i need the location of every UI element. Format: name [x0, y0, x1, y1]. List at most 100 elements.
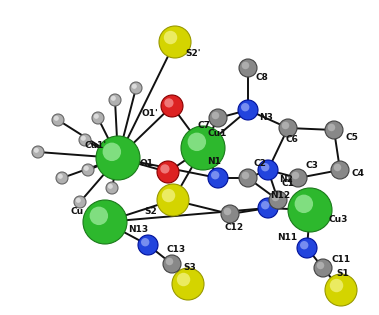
Text: N13: N13: [128, 225, 148, 233]
Text: S3: S3: [183, 264, 196, 272]
Circle shape: [84, 166, 89, 171]
Circle shape: [76, 198, 81, 203]
Circle shape: [83, 200, 127, 244]
Circle shape: [242, 172, 249, 179]
Circle shape: [209, 109, 227, 127]
Circle shape: [258, 160, 278, 180]
Circle shape: [300, 241, 309, 249]
Circle shape: [317, 262, 324, 269]
Text: O1': O1': [142, 110, 158, 118]
Text: Cu3: Cu3: [328, 215, 348, 225]
Circle shape: [279, 119, 297, 137]
Circle shape: [103, 143, 121, 161]
Circle shape: [330, 279, 343, 292]
Text: N2: N2: [279, 175, 293, 185]
Text: Cu: Cu: [70, 208, 83, 216]
Circle shape: [132, 84, 137, 89]
Circle shape: [161, 95, 183, 117]
Circle shape: [159, 26, 191, 58]
Circle shape: [54, 116, 59, 121]
Circle shape: [314, 259, 332, 277]
Text: N11: N11: [277, 233, 297, 243]
Circle shape: [52, 114, 64, 126]
Circle shape: [92, 112, 104, 124]
Circle shape: [172, 268, 204, 300]
Circle shape: [108, 184, 113, 189]
Text: S2': S2': [185, 49, 201, 59]
Circle shape: [162, 189, 175, 202]
Text: C8: C8: [255, 73, 268, 83]
Text: C1: C1: [282, 180, 294, 188]
Circle shape: [130, 82, 142, 94]
Circle shape: [224, 208, 231, 215]
Circle shape: [163, 255, 181, 273]
Circle shape: [239, 169, 257, 187]
Circle shape: [328, 124, 335, 131]
Circle shape: [212, 112, 219, 119]
Circle shape: [138, 235, 158, 255]
Circle shape: [106, 182, 118, 194]
Circle shape: [188, 133, 206, 151]
Circle shape: [292, 172, 299, 179]
Circle shape: [325, 274, 357, 306]
Text: C5: C5: [346, 134, 359, 142]
Text: C6: C6: [285, 135, 298, 145]
Circle shape: [269, 191, 287, 209]
Circle shape: [331, 161, 349, 179]
Circle shape: [239, 59, 257, 77]
Text: C13: C13: [166, 245, 186, 255]
Circle shape: [81, 136, 86, 141]
Circle shape: [32, 146, 44, 158]
Circle shape: [166, 258, 173, 265]
Text: C12: C12: [224, 224, 244, 232]
Circle shape: [141, 238, 149, 246]
Text: C7: C7: [197, 122, 210, 130]
Text: S1: S1: [337, 270, 349, 278]
Circle shape: [79, 134, 91, 146]
Text: Cu1': Cu1': [85, 141, 107, 151]
Circle shape: [94, 114, 99, 119]
Circle shape: [261, 163, 269, 171]
Circle shape: [289, 169, 307, 187]
Circle shape: [177, 273, 190, 286]
Circle shape: [208, 168, 228, 188]
Text: C4: C4: [351, 169, 365, 179]
Circle shape: [288, 188, 332, 232]
Circle shape: [242, 62, 249, 69]
Circle shape: [241, 103, 249, 112]
Text: C2: C2: [254, 159, 266, 169]
Circle shape: [164, 31, 177, 44]
Circle shape: [294, 195, 313, 213]
Circle shape: [58, 174, 63, 179]
Circle shape: [221, 205, 239, 223]
Text: N3: N3: [259, 113, 273, 123]
Text: O1: O1: [139, 159, 153, 169]
Circle shape: [96, 136, 140, 180]
Circle shape: [334, 164, 341, 171]
Circle shape: [261, 201, 269, 209]
Text: N1: N1: [207, 158, 221, 167]
Circle shape: [82, 164, 94, 176]
Circle shape: [56, 172, 68, 184]
Text: N12: N12: [270, 192, 290, 201]
Circle shape: [157, 161, 179, 183]
Text: C3: C3: [305, 162, 318, 170]
Circle shape: [325, 121, 343, 139]
Circle shape: [111, 96, 116, 101]
Circle shape: [34, 148, 39, 153]
Circle shape: [282, 122, 289, 129]
Text: S2: S2: [145, 208, 157, 216]
Circle shape: [164, 98, 174, 107]
Circle shape: [160, 164, 169, 174]
Text: Cu1: Cu1: [207, 129, 227, 139]
Circle shape: [238, 100, 258, 120]
Circle shape: [157, 184, 189, 216]
Circle shape: [109, 94, 121, 106]
Circle shape: [89, 207, 108, 225]
Circle shape: [258, 198, 278, 218]
Circle shape: [181, 126, 225, 170]
Circle shape: [297, 238, 317, 258]
Circle shape: [211, 171, 219, 180]
Circle shape: [272, 194, 279, 201]
Text: C11: C11: [332, 255, 351, 265]
